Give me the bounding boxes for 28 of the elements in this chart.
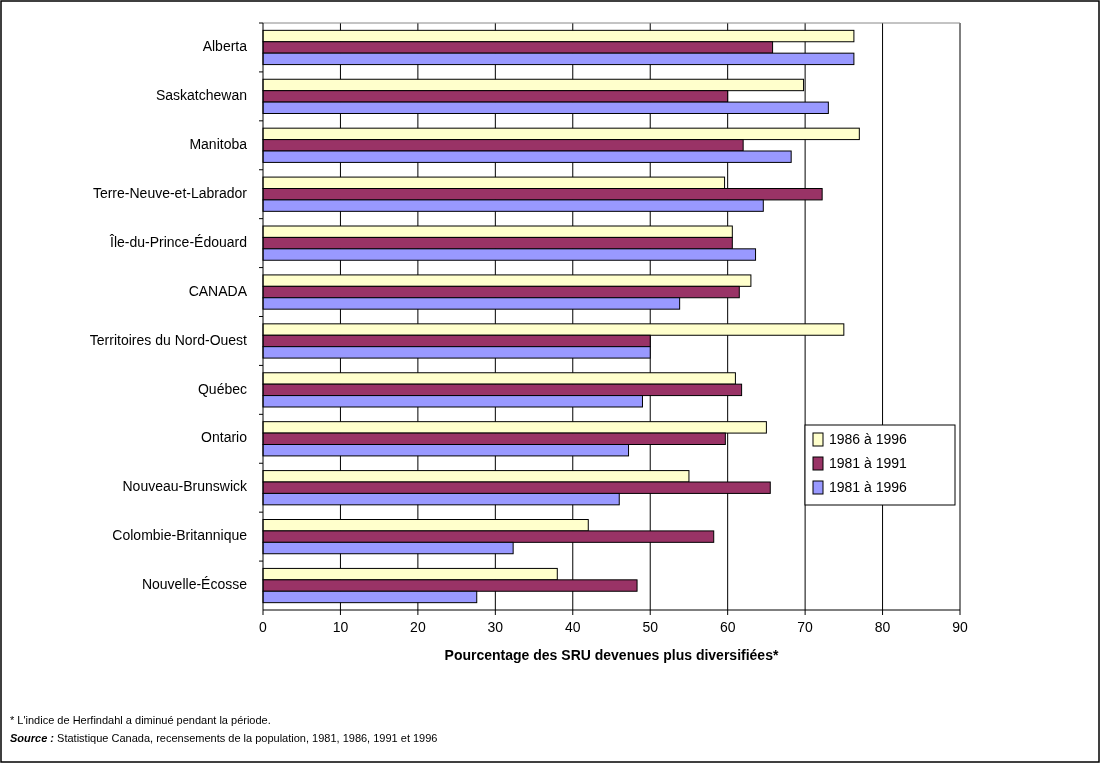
x-tick-label: 10 (332, 619, 349, 635)
x-tick-label: 30 (487, 619, 504, 635)
source-note: Source : Statistique Canada, recensements de la population, 1981, 1986, 1991 et 1996 (10, 732, 438, 744)
y-tick-label: Île-du-Prince-Édouard (109, 233, 247, 250)
y-tick-label: Saskatchewan (155, 87, 247, 104)
y-tick-label: CANADA (188, 282, 248, 299)
x-axis-title: Pourcentage des SRU devenues plus diversifiées* (444, 647, 779, 663)
x-tick-label: 0 (259, 619, 268, 635)
x-tick-label: 20 (410, 619, 426, 635)
y-tick-label: Nouveau-Brunswick (122, 478, 248, 495)
x-tick-label: 80 (874, 619, 891, 635)
y-tick-label: Québec (197, 380, 247, 397)
y-tick-label: Colombie-Britannique (112, 527, 248, 544)
text: * L'indice de Herfindahl a diminué pendant la période. (10, 714, 271, 726)
y-tick-label: Terre-Neuve-et-Labrador (92, 184, 248, 201)
x-tick-label: 50 (642, 619, 659, 635)
y-tick-label: Nouvelle-Écosse (141, 576, 248, 593)
legend-label: 1981 à 1996 (829, 479, 908, 495)
legend-label: 1986 à 1996 (829, 431, 908, 447)
x-tick-label: 60 (719, 619, 736, 635)
x-tick-label: 40 (564, 619, 581, 635)
x-tick-label: 70 (797, 619, 814, 635)
x-tick-label: 90 (952, 619, 968, 635)
y-tick-label: Ontario (201, 429, 248, 446)
legend-label: 1981 à 1991 (829, 455, 908, 471)
y-tick-label: Alberta (202, 38, 248, 55)
y-tick-label: Manitoba (189, 135, 248, 152)
y-tick-label: Territoires du Nord-Ouest (89, 331, 248, 348)
